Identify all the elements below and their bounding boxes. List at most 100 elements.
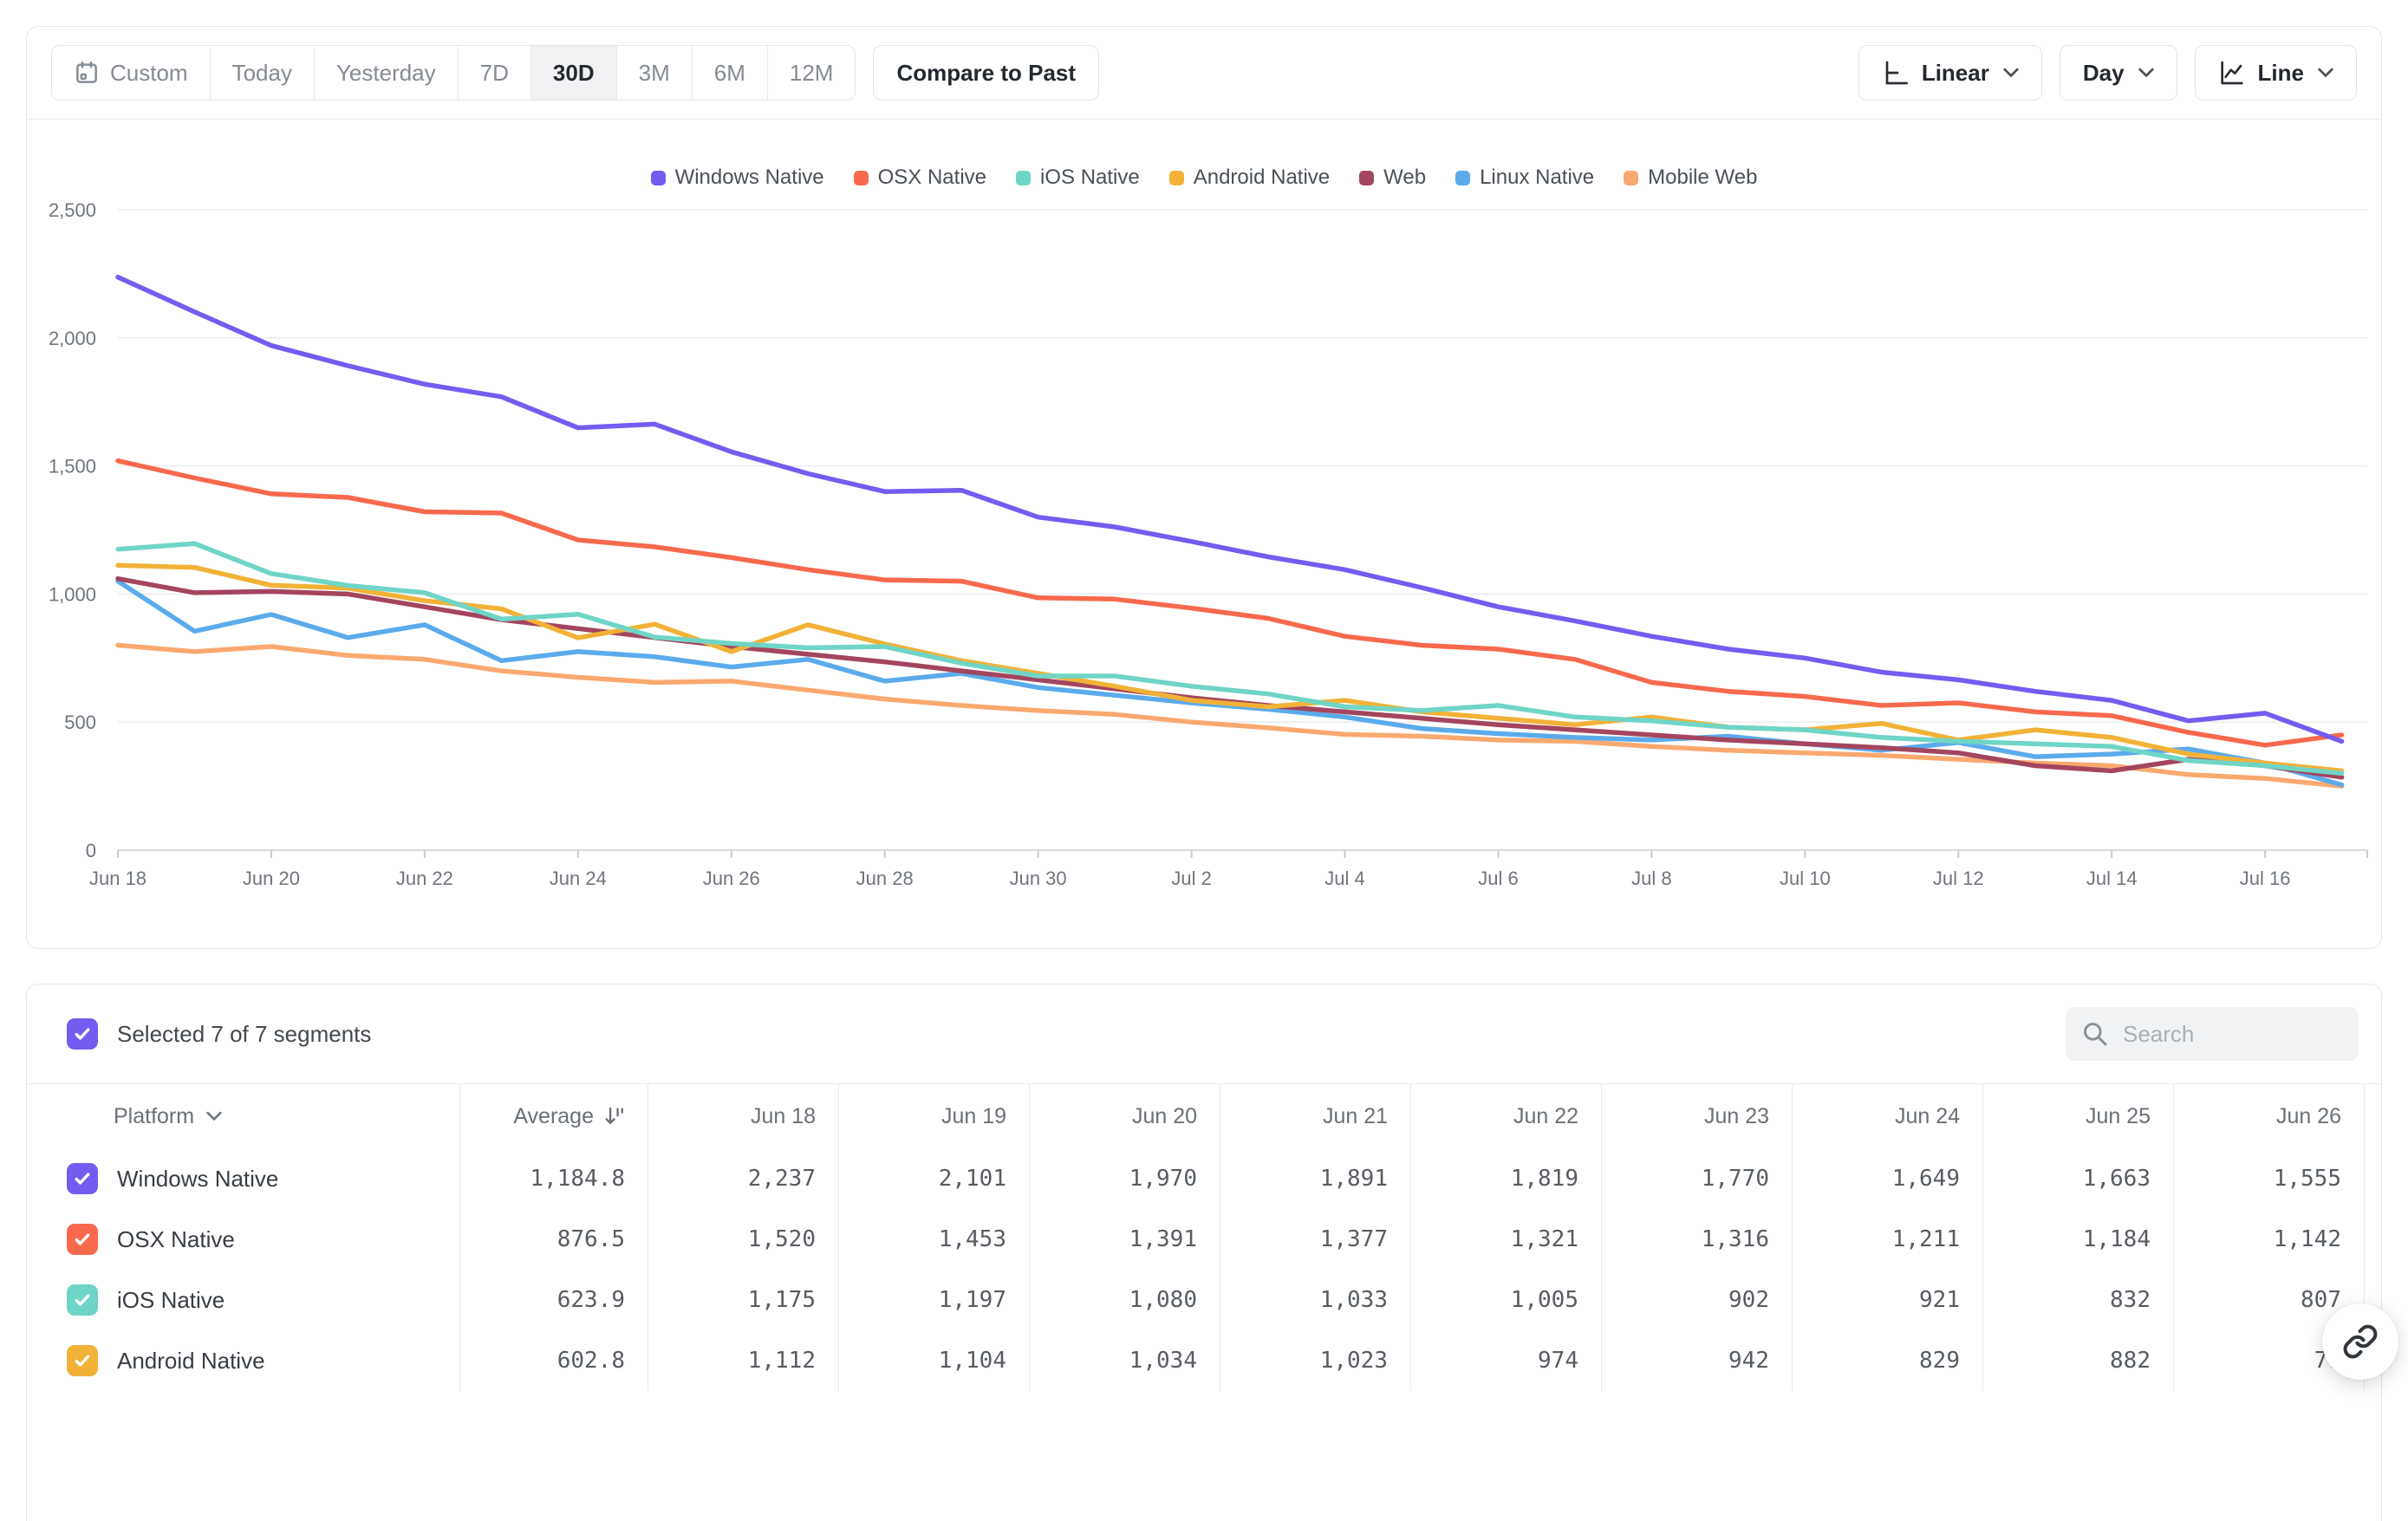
series-line-ios-native [115,541,2345,777]
legend-label: Android Native [1193,166,1331,189]
range-custom[interactable]: Custom [52,46,210,100]
legend-swatch [1624,170,1639,185]
cell-value: 1,112 [747,1348,816,1374]
range-yesterday[interactable]: Yesterday [313,46,458,100]
column-header-platform[interactable]: Platform [27,1084,459,1148]
value-cell: 1,391 [1029,1209,1220,1270]
share-link-fab[interactable] [2322,1303,2398,1380]
value-cell: 1,211 [1792,1209,1982,1270]
range-3m[interactable]: 3M [615,46,692,100]
segment-checkbox-osx-native[interactable] [67,1224,98,1255]
cell-value: 1,321 [1510,1226,1578,1252]
legend-item-windows-native[interactable]: Windows Native [650,166,824,190]
legend-item-web[interactable]: Web [1359,166,1426,190]
scale-dropdown[interactable]: Linear [1858,45,2042,101]
range-today[interactable]: Today [209,46,314,100]
chart-type-label: Line [2257,59,2304,86]
chart-toolbar: Custom Today Yesterday 7D 30D 3M 6M 12M Compare… [27,27,2381,120]
legend-label: OSX Native [877,166,987,189]
chevron-down-icon [2318,68,2333,78]
value-cell: 1,663 [1982,1148,2173,1209]
date-header-label: Jun 21 [1322,1103,1388,1128]
search-input[interactable] [2066,1007,2359,1061]
cell-value: 1,023 [1319,1348,1388,1374]
value-cell: 1,649 [1792,1148,1982,1209]
check-icon [75,1173,90,1185]
range-label: Today [231,59,292,86]
legend-swatch [1455,170,1471,185]
legend-item-mobile-web[interactable]: Mobile Web [1624,166,1757,190]
search-icon [2084,1023,2107,1046]
range-7d[interactable]: 7D [457,46,530,100]
value-cell: 2,101 [838,1148,1029,1209]
line-chart-icon [2220,61,2243,85]
range-12m[interactable]: 12M [766,46,856,100]
value-cell: 1,184 [1982,1209,2173,1270]
legend-item-linux-native[interactable]: Linux Native [1455,166,1594,190]
y-axis-label: 2,000 [49,328,96,349]
cell-value: 1,104 [938,1348,1006,1374]
column-header-jun-24: Jun 24 [1792,1084,1982,1148]
x-axis-label: Jun 30 [1010,868,1067,889]
x-axis-label: Jul 12 [1933,868,1984,889]
cell-value: 1,891 [1319,1166,1388,1192]
cell-value: 2,237 [747,1166,816,1192]
x-axis-label: Jun 18 [89,868,146,889]
average-value: 602.8 [556,1348,625,1374]
segments-panel: Selected 7 of 7 segments Platform Average… [26,984,2382,1521]
value-cell: 974 [1410,1330,1601,1391]
date-header-label: Jun 18 [750,1103,816,1128]
legend-label: Mobile Web [1648,166,1758,189]
date-header-label: Jun 25 [2085,1103,2151,1128]
average-cell: 623.9 [459,1270,648,1330]
cell-value: 1,970 [1129,1166,1197,1192]
cell-value: 2,101 [938,1166,1006,1192]
average-cell: 876.5 [459,1209,648,1270]
compare-to-past-button[interactable]: Compare to Past [873,45,1100,101]
value-cell: 1,034 [1029,1330,1220,1391]
segment-label: Windows Native [117,1165,279,1192]
y-axis-label: 0 [86,840,96,861]
average-cell: 1,184.8 [459,1148,648,1209]
cell-value: 1,649 [1891,1166,1960,1192]
y-axis-label: 500 [64,712,96,733]
range-30d[interactable]: 30D [530,46,616,100]
interval-dropdown[interactable]: Day [2059,45,2177,101]
legend-item-osx-native[interactable]: OSX Native [853,166,987,190]
value-cell: 1,891 [1220,1148,1410,1209]
column-header-average[interactable]: Average [459,1084,648,1148]
legend-label: iOS Native [1040,166,1140,189]
date-header-label: Jun 26 [2275,1103,2341,1128]
segment-checkbox-windows-native[interactable] [67,1163,98,1194]
value-cell: 1,520 [648,1209,838,1270]
column-header-jun-21: Jun 21 [1220,1084,1410,1148]
average-cell: 602.8 [459,1330,648,1391]
value-cell: 1,453 [838,1209,1029,1270]
x-axis-label: Jun 28 [856,868,914,889]
segment-row-windows-native: Windows Native [27,1148,459,1209]
legend-label: Windows Native [674,166,824,189]
segment-checkbox-android-native[interactable] [67,1345,98,1376]
chart-type-dropdown[interactable]: Line [2194,45,2357,101]
legend-item-android-native[interactable]: Android Native [1168,166,1331,190]
legend-item-ios-native[interactable]: iOS Native [1016,166,1140,190]
date-range-picker: Custom Today Yesterday 7D 30D 3M 6M 12M [51,45,856,101]
cell-value: 1,316 [1701,1226,1769,1252]
legend-label: Web [1383,166,1427,189]
cell-value: 1,142 [2273,1226,2341,1252]
cell-value: 1,391 [1129,1226,1197,1252]
select-all-checkbox[interactable] [67,1018,98,1050]
segment-checkbox-ios-native[interactable] [67,1284,98,1316]
cell-value: 1,453 [938,1226,1006,1252]
value-cell: 1,555 [2173,1148,2364,1209]
legend-swatch [1168,170,1184,185]
cell-value: 1,034 [1129,1348,1197,1374]
range-label: Yesterday [335,59,436,86]
x-axis-label: Jun 24 [550,868,607,889]
value-cell: 1,970 [1029,1148,1220,1209]
column-header-jun-18: Jun 18 [648,1084,838,1148]
range-6m[interactable]: 6M [691,46,767,100]
legend-swatch [650,170,666,185]
y-axis-label: 1,500 [49,456,96,478]
range-label: 3M [638,59,670,86]
